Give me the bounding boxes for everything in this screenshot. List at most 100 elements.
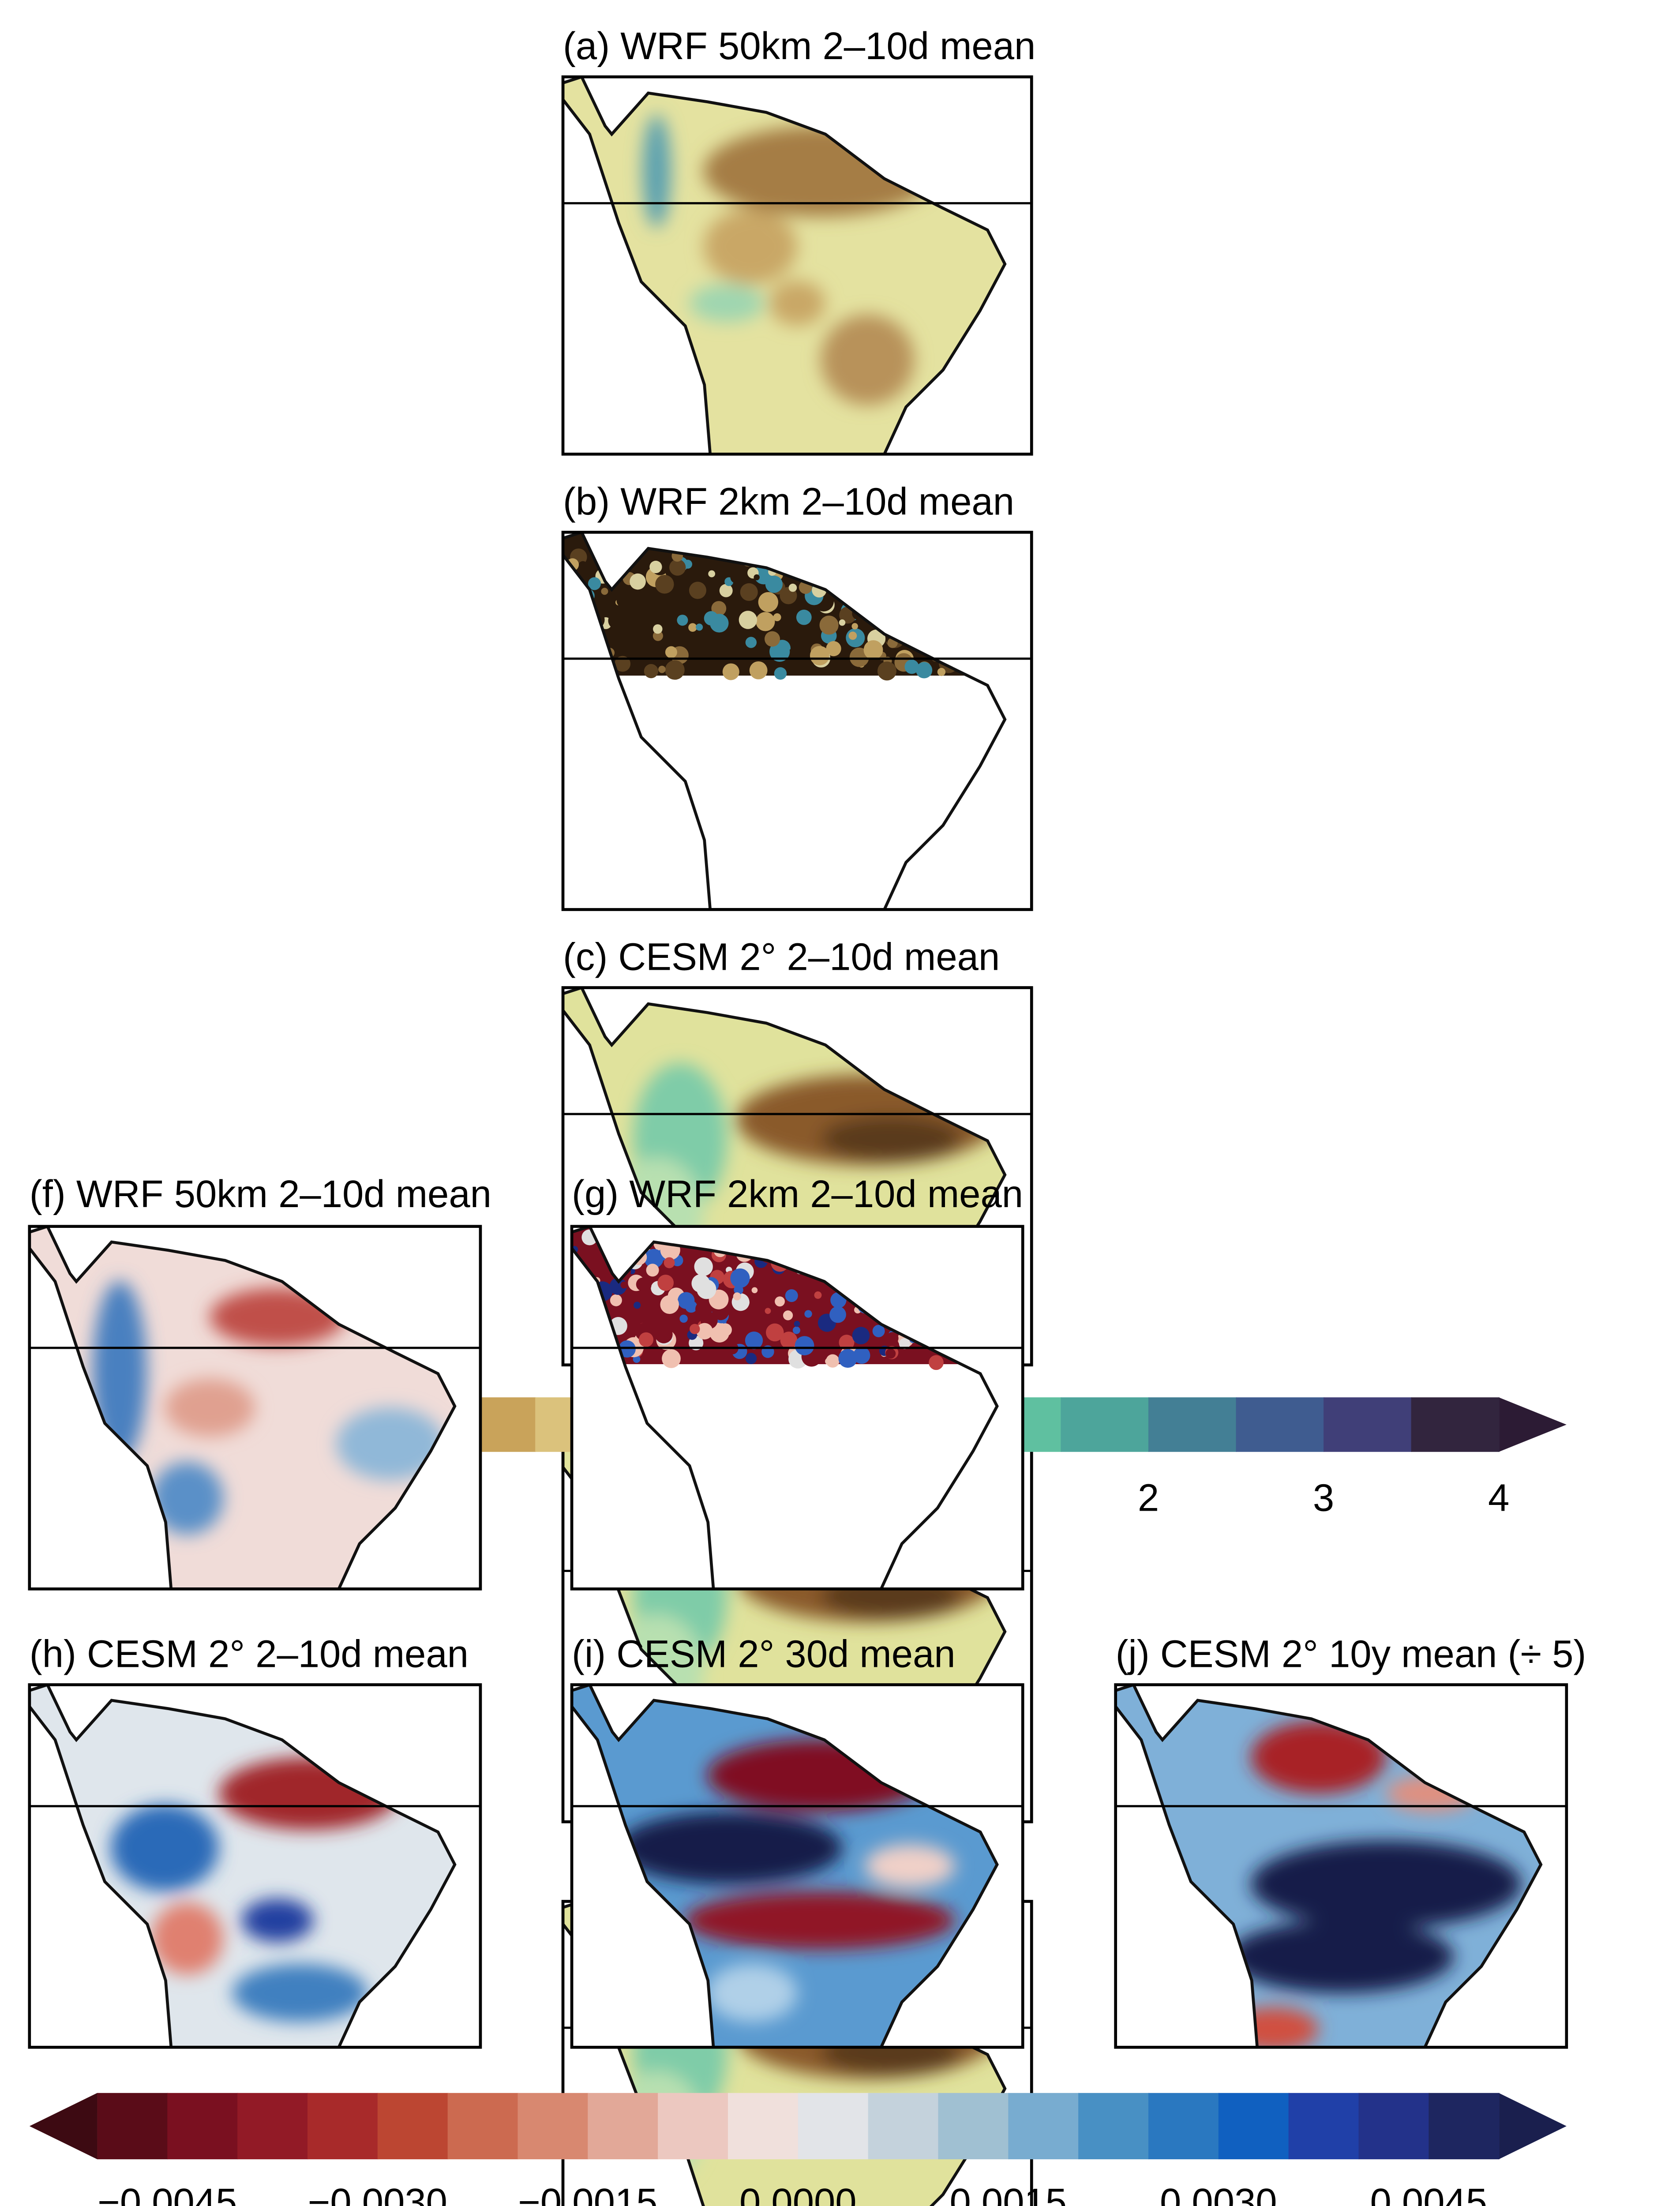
map-panel [28, 1225, 482, 1591]
noise-dot [697, 1279, 716, 1299]
blob [165, 1378, 255, 1437]
noise-dot [751, 1287, 758, 1294]
coastline [29, 1685, 457, 2048]
colorbar-segment [1218, 2093, 1290, 2160]
blob [769, 280, 825, 326]
panel-frame [570, 1225, 1024, 1591]
map-panel [561, 531, 1033, 911]
noise-dot [929, 1355, 944, 1370]
noise-dot [636, 1277, 650, 1291]
noise-dot [774, 667, 787, 680]
blob [703, 209, 798, 285]
field [1115, 1685, 1543, 2048]
noise-dot [677, 615, 688, 626]
panel-frame [561, 531, 1033, 911]
map-panel [561, 75, 1033, 456]
colorbar-segment [1324, 1397, 1412, 1452]
noise-dot [664, 1257, 675, 1268]
colorbar: −0.0045 −0.0030 −0.0015 0.0000 0.0015 0.0030 0… [29, 2093, 1567, 2206]
noise-dot [658, 665, 666, 673]
noise-dot [794, 1321, 800, 1327]
noise-dot [764, 631, 780, 647]
extend-left [29, 2093, 98, 2160]
coastline [563, 987, 1007, 1365]
colorbar-segment [1148, 2093, 1219, 2160]
noise-dot [785, 1289, 798, 1302]
colorbar-tick-label: 0.0045 [1370, 2181, 1488, 2206]
blob [689, 284, 765, 323]
noise-dot [644, 1249, 664, 1268]
colorbar-tick-label: 0.0030 [1160, 2181, 1277, 2206]
colorbar-segment [237, 2093, 308, 2160]
noise-dot [758, 592, 779, 612]
noise-dot [829, 1306, 846, 1323]
noise-dot [678, 1292, 695, 1309]
noise-dot [842, 663, 851, 672]
noise-dot [766, 1323, 784, 1342]
colorbar-segment [938, 2093, 1009, 2160]
noise-dot [796, 609, 812, 625]
blob [821, 314, 915, 405]
noise-dot [830, 663, 841, 674]
colorbar-segment [1236, 1397, 1324, 1452]
noise-dot [578, 561, 588, 570]
coastline [572, 1226, 999, 1589]
noise-dot [749, 661, 768, 679]
noise-dot [660, 1295, 679, 1314]
colorbar-segment [1061, 1397, 1149, 1452]
noise-dot [630, 573, 646, 590]
noise-dot [937, 668, 946, 676]
colorbar-segment [1148, 1397, 1237, 1452]
noise-dot [754, 574, 760, 581]
noise-dot [863, 640, 883, 660]
noise-dot [644, 664, 658, 679]
extend-right [1499, 2093, 1567, 2160]
noise-dot [722, 663, 739, 680]
colorbar-segment [518, 2093, 589, 2160]
colorbar-segment [1358, 2093, 1429, 2160]
noise-dot [709, 614, 729, 633]
colorbar-segment [1288, 2093, 1360, 2160]
blob [151, 1902, 224, 1975]
noise-dot [711, 601, 727, 616]
blob [1228, 1920, 1454, 1993]
noise-dot [734, 1285, 743, 1295]
noise-dot [775, 1296, 785, 1307]
panel-frame [1114, 1683, 1568, 2049]
panel-title: (f) WRF 50km 2–10d mean [30, 1173, 491, 1216]
blob [336, 1407, 445, 1480]
noise-dot [852, 1327, 870, 1345]
colorbar-segment [167, 2093, 238, 2160]
noise-dot [588, 577, 601, 590]
panel-title: (a) WRF 50km 2–10d mean [563, 25, 1035, 68]
land-fill [29, 1685, 455, 2048]
noise-dot [615, 656, 631, 672]
blob [684, 1891, 955, 1950]
noise-dot [848, 631, 857, 640]
noise-dot [665, 660, 685, 680]
noise-dot [719, 584, 733, 597]
colorbar-segment [1429, 2093, 1500, 2160]
field [563, 77, 1007, 454]
noise-dot [745, 637, 757, 648]
colorbar-segment [868, 2093, 939, 2160]
noise-dot [765, 575, 783, 593]
noise-dot [733, 1292, 741, 1301]
noise-dot [765, 1308, 771, 1314]
noise-dot [851, 623, 858, 630]
noise-dot [810, 646, 829, 666]
blob [821, 1116, 961, 1161]
noise-dot [646, 604, 654, 612]
colorbar-segment [97, 2093, 168, 2160]
noise-dot [826, 1354, 840, 1368]
panel-title: (b) WRF 2km 2–10d mean [563, 480, 1014, 523]
noise-dot [655, 575, 674, 594]
noise-dot [649, 560, 662, 574]
colorbar-tick-label: 0.0000 [739, 2181, 857, 2206]
blob [110, 1804, 219, 1891]
colorbar-tick-label: 2 [1138, 1476, 1159, 1519]
blobs [92, 1280, 445, 1535]
noise-dot [730, 1268, 750, 1288]
coastline [563, 77, 1007, 454]
coastline [1115, 1685, 1543, 2048]
